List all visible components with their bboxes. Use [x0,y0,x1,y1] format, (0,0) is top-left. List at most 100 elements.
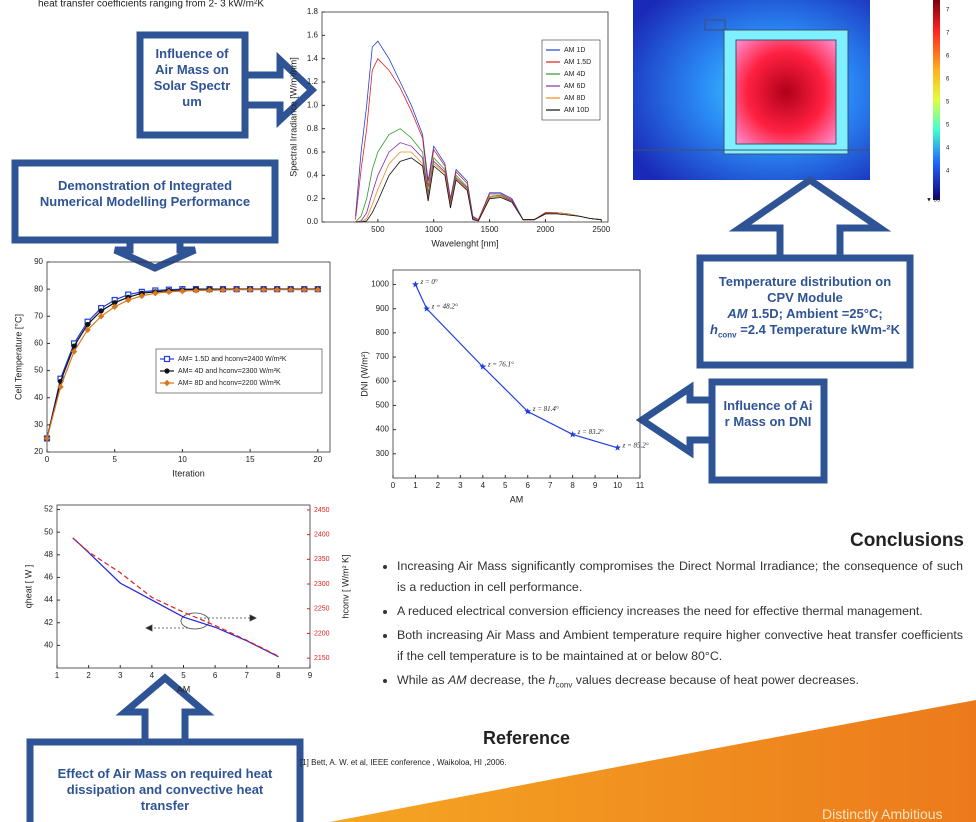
y-tick-label: 1.2 [307,77,319,86]
legend-label: AM= 8D and hconv=2200 W/m²K [178,380,281,387]
x-tick-label: 2 [436,481,441,490]
series-line [356,158,602,222]
y2-axis-label: hconv [ W/m² K] [340,554,350,618]
callout-text: Influence of Air Mass on DNI [722,398,814,430]
y-axis-label: Cell Temperature [°C] [13,314,23,400]
y2-tick-label: 2250 [314,606,330,613]
x-tick-label: 2000 [537,225,555,234]
footer-text: Distinctly Ambitious [822,806,943,822]
point-label: z = 48.2° [431,302,458,310]
x-tick-label: 1 [413,481,418,490]
colorbar-label: ▼ 39 [926,198,941,204]
x-tick-label: 3 [458,481,463,490]
legend-label: AM= 4D and hconv=2300 W/m²K [178,368,281,375]
point-label: z = 81.4° [532,405,559,413]
y-tick-label: 700 [376,352,390,361]
poster: heat transfer coefficients ranging from … [0,0,976,822]
x-axis-label: AM [510,494,524,504]
callout-part: 1.5D; Ambient =25°C; [748,306,883,321]
x-tick-label: 5 [503,481,508,490]
y-tick-label: 0.4 [307,170,319,179]
y-tick-label: 0.8 [307,124,319,133]
bullet: Increasing Air Mass significantly compro… [397,556,963,598]
y2-tick-label: 2200 [314,630,330,637]
x-tick-label: 4 [150,671,155,680]
series-line [73,538,279,657]
y-tick-label: 800 [376,328,390,337]
point-label: z = 0° [419,278,437,286]
x-tick-label: 15 [246,455,255,464]
bullet-part: decrease, the [467,673,549,687]
y-tick-label: 60 [34,339,43,348]
x-tick-label: 8 [276,671,281,680]
plot-frame [393,270,640,478]
poster-graphics: heat transfer coefficients ranging from … [0,0,976,822]
y-axis-label: qheat [ W ] [23,565,33,609]
bullet: Both increasing Air Mass and Ambient tem… [397,625,963,667]
x-tick-label: 11 [636,481,645,490]
x-tick-label: 9 [593,481,598,490]
x-axis-label: Wavelenght [nm] [431,238,498,248]
y-tick-label: 500 [376,401,390,410]
y-tick-label: 0.6 [307,147,319,156]
marker [85,322,90,327]
series-line [73,538,279,656]
x-tick-label: 9 [308,671,313,680]
x-axis-label: Iteration [172,468,205,478]
colorbar-label: 5 [946,123,950,129]
series-line [356,143,602,222]
colorbar-label: 4 [946,146,950,152]
y2-tick-label: 2150 [314,655,330,662]
legend-label: AM 6D [564,83,585,90]
legend-label: AM 10D [564,107,589,114]
legend-label: AM 8D [564,95,585,102]
colorbar-label: 6 [946,54,950,60]
section-title: Conclusions [850,530,964,552]
marker [412,281,419,288]
x-tick-label: 10 [613,481,622,490]
x-tick-label: 2500 [592,225,610,234]
y-tick-label: 20 [34,447,43,456]
bullet-part: values decrease because of heat power de… [572,673,859,687]
x-tick-label: 3 [118,671,123,680]
colorbar-label: 5 [946,100,950,106]
y-tick-label: 30 [34,420,43,429]
bullet-part: AM [448,673,467,687]
x-tick-label: 5 [112,455,117,464]
colorbar-label: 7 [946,8,950,14]
x-tick-label: 500 [371,225,385,234]
y-axis-label: Spectral Irradiance [W/m²/nm] [288,57,298,177]
y-tick-label: 1.4 [307,54,319,63]
y-tick-label: 46 [44,573,53,582]
point-label: z = 83.2° [577,428,604,436]
x-tick-label: 7 [548,481,553,490]
y-tick-label: 400 [376,425,390,434]
y-tick-label: 600 [376,376,390,385]
y-tick-label: 42 [44,618,53,627]
colorbar-label: 4 [946,169,950,175]
y-tick-label: 44 [44,595,53,604]
y2-tick-label: 2350 [314,556,330,563]
y-tick-label: 80 [34,284,43,293]
y-tick-label: 50 [34,366,43,375]
y-tick-label: 70 [34,311,43,320]
bullet: A reduced electrical conversion efficien… [397,601,963,622]
callout-text: Influence of Air Mass on Solar Spectrum [150,46,234,110]
bullet-part: While as [397,673,448,687]
bullet-part: conv [555,680,572,689]
y-tick-label: 40 [44,640,53,649]
marker [99,308,104,313]
series-line [356,152,602,222]
y-tick-label: 1.6 [307,30,319,39]
y-tick-label: 50 [44,527,53,536]
series-line [356,129,602,222]
callout-text: Demonstration of Integrated Numerical Mo… [25,178,265,210]
x-tick-label: 4 [481,481,486,490]
legend-label: AM 1.5D [564,59,591,66]
x-tick-label: 20 [313,455,322,464]
y2-tick-label: 2400 [314,531,330,538]
y-tick-label: 900 [376,304,390,313]
y-tick-label: 48 [44,550,53,559]
legend-label: AM= 1.5D and hconv=2400 W/m²K [178,356,287,363]
y-tick-label: 1.8 [307,7,319,16]
